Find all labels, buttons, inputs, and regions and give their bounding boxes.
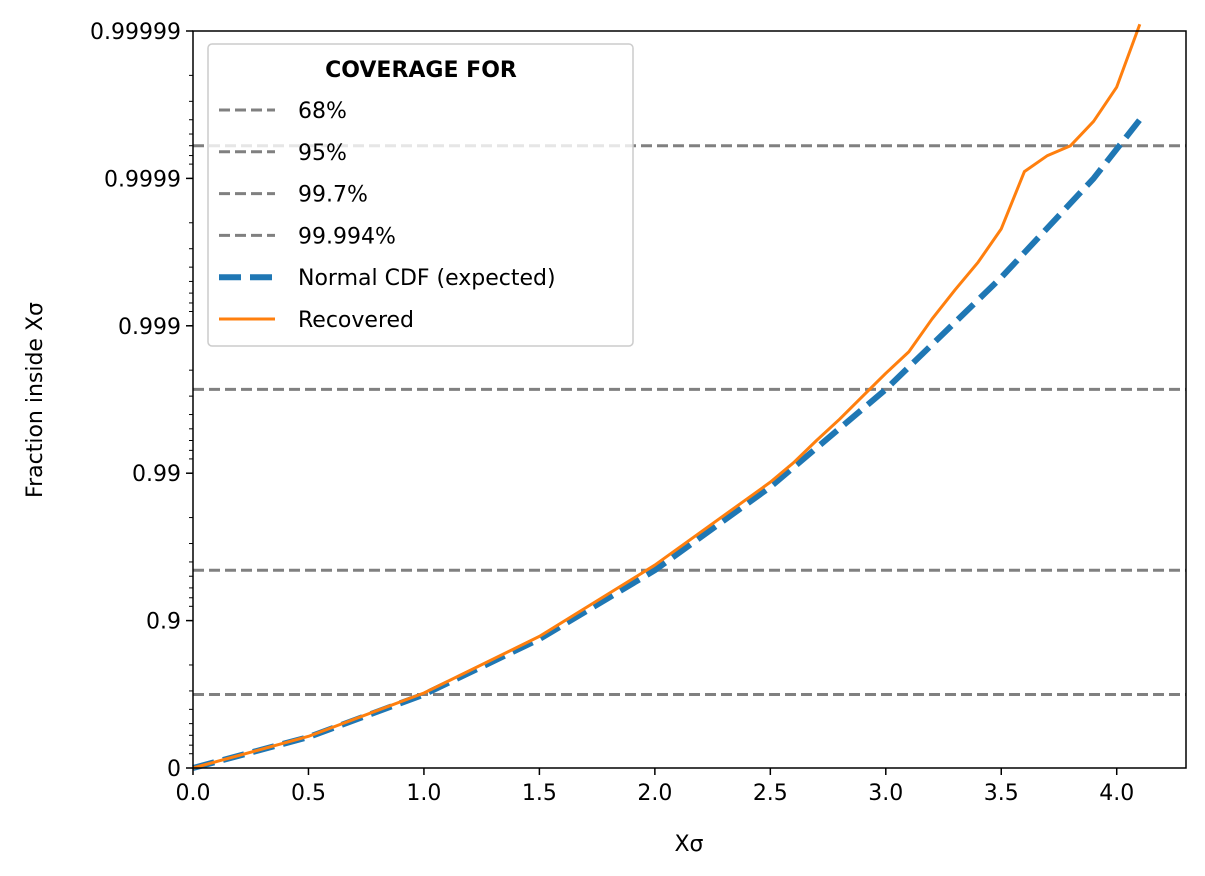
y-tick-label: 0 <box>167 757 181 782</box>
legend: COVERAGE FOR 68% 95% 99.7% 99.994% Normal CDF… <box>207 43 634 347</box>
legend-title: COVERAGE FOR <box>325 58 517 83</box>
series-line-1 <box>192 23 1142 770</box>
legend-label-3: 99.994% <box>298 224 396 249</box>
legend-label-1: 95% <box>298 141 347 166</box>
legend-box <box>207 43 634 347</box>
x-tick-label: 0.5 <box>291 781 326 806</box>
x-tick-label: 4.0 <box>1099 781 1134 806</box>
legend-label-2: 99.7% <box>298 183 368 208</box>
x-tick-label: 2.5 <box>753 781 788 806</box>
y-tick-label: 0.999 <box>118 315 181 340</box>
y-axis-label: Fraction inside Xσ <box>23 302 48 498</box>
series-line-0 <box>192 117 1143 771</box>
x-tick-label: 3.0 <box>868 781 903 806</box>
legend-label-4: Normal CDF (expected) <box>298 266 556 291</box>
legend-label-5: Recovered <box>298 308 414 333</box>
x-tick-label: 3.5 <box>984 781 1019 806</box>
y-tick-label: 0.9999 <box>104 167 181 192</box>
y-tick-label: 0.99999 <box>90 20 181 45</box>
x-tick-label: 2.0 <box>637 781 672 806</box>
x-tick-label: 1.5 <box>522 781 557 806</box>
legend-label-0: 68% <box>298 99 347 124</box>
y-tick-label: 0.99 <box>132 462 181 487</box>
x-axis-label: Xσ <box>674 832 703 857</box>
plot-frame <box>192 30 1187 769</box>
y-tick-label: 0.9 <box>146 610 181 635</box>
x-tick-label: 1.0 <box>406 781 441 806</box>
x-tick-label: 0.0 <box>176 781 211 806</box>
